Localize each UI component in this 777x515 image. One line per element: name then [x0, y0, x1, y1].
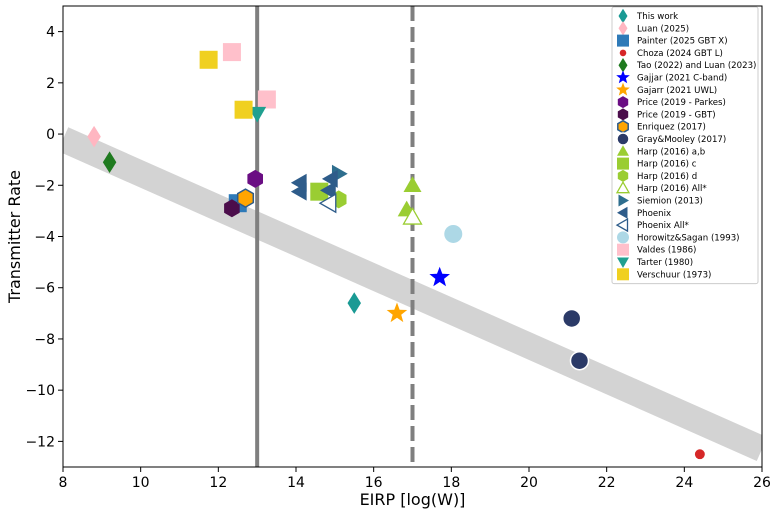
data-point-8-0 — [224, 199, 240, 218]
legend-label: Price (2019 - GBT) — [637, 110, 716, 120]
data-point-12-0 — [310, 182, 329, 201]
y-tick-label: −10 — [25, 383, 55, 399]
data-point-16-3 — [320, 181, 336, 200]
y-tick-label: 0 — [46, 127, 55, 143]
legend-label: Tarter (1980) — [636, 258, 693, 268]
x-tick-label: 18 — [442, 475, 460, 491]
legend-marker — [618, 194, 629, 207]
data-point-5-0 — [429, 266, 450, 287]
legend-marker — [617, 206, 628, 219]
legend-marker — [616, 82, 630, 96]
data-point-10-1 — [569, 350, 590, 371]
data-point-18-0 — [444, 224, 463, 243]
legend-label: Gajjar (2021 C-band) — [637, 74, 727, 84]
legend-label: Horowitz&Sagan (1993) — [637, 233, 740, 243]
data-point-4-0 — [102, 151, 117, 174]
legend-label: Harp (2016) All* — [637, 184, 707, 194]
data-point-1-0 — [87, 125, 101, 148]
legend-marker — [618, 21, 628, 36]
legend-label: Tao (2022) and Luan (2023) — [636, 61, 756, 71]
legend-marker — [617, 108, 629, 121]
legend-marker — [615, 180, 631, 194]
x-tick-label: 16 — [365, 475, 383, 491]
data-point-0-0 — [347, 292, 361, 314]
legend-marker — [616, 70, 630, 84]
legend-label: Phoenix All* — [637, 221, 689, 231]
y-tick-label: −12 — [25, 434, 55, 450]
legend-marker — [616, 132, 630, 146]
legend-marker — [617, 243, 629, 256]
data-point-7-0 — [247, 169, 263, 188]
legend-label: Choza (2024 GBT L) — [637, 49, 723, 59]
data-point-17-0 — [318, 193, 337, 214]
y-tick-label: 2 — [46, 76, 55, 92]
x-tick-label: 14 — [287, 475, 305, 491]
legend-label: Price (2019 - Parkes) — [637, 98, 726, 108]
x-tick-label: 26 — [753, 475, 771, 491]
legend-marker — [618, 58, 628, 73]
x-tick-label: 20 — [520, 475, 538, 491]
x-tick-label: 12 — [209, 475, 227, 491]
legend-label: Harp (2016) a,b — [637, 147, 705, 157]
legend-label: Phoenix — [637, 209, 671, 219]
legend-marker — [617, 157, 629, 170]
legend-box — [611, 6, 759, 285]
data-point-11-0 — [403, 176, 422, 193]
legend-label: This work — [636, 12, 678, 22]
trend-band — [63, 127, 762, 461]
legend-label: Gajarr (2021 UWL) — [637, 86, 717, 96]
legend-marker — [617, 257, 629, 268]
legend: This work Luan (2025) Painter (2025 GBT X)… — [611, 6, 759, 285]
legend-marker — [617, 231, 629, 244]
legend-marker — [617, 34, 629, 47]
y-axis-label: Transmitter Rate — [5, 170, 24, 304]
data-point-16-1 — [290, 182, 307, 201]
legend-marker — [617, 169, 629, 182]
plot-content — [63, 6, 762, 467]
x-tick-label: 22 — [598, 475, 616, 491]
y-tick-label: 4 — [46, 25, 55, 41]
legend-label: Harp (2016) d — [637, 172, 697, 182]
legend-marker — [617, 96, 629, 109]
legend-label: Valdes (1986) — [637, 246, 696, 256]
x-axis-label: EIRP [log(W)] — [360, 490, 466, 509]
legend-label: Enriquez (2017) — [637, 123, 706, 133]
legend-marker — [617, 145, 629, 156]
y-tick-label: −4 — [34, 230, 55, 246]
y-tick-label: −8 — [34, 332, 55, 348]
data-point-10-0 — [561, 308, 582, 329]
data-point-19-1 — [257, 90, 276, 109]
x-tick-label: 8 — [59, 475, 68, 491]
y-tick-label: −6 — [34, 281, 55, 297]
legend-marker — [618, 8, 628, 24]
legend-label: Gray&Mooley (2017) — [637, 135, 726, 145]
data-point-21-0 — [199, 50, 218, 69]
x-tick-label: 24 — [675, 475, 693, 491]
x-tick-label: 10 — [132, 475, 150, 491]
data-point-14-0 — [402, 206, 423, 225]
data-point-3-0 — [694, 449, 705, 460]
data-point-9-0 — [236, 188, 255, 208]
legend-marker — [619, 49, 627, 57]
plot-area — [63, 6, 762, 467]
legend-marker — [615, 217, 629, 233]
y-tick-label: −2 — [34, 178, 55, 194]
legend-label: Siemion (2013) — [637, 197, 703, 207]
data-point-19-0 — [222, 43, 241, 62]
legend-marker — [617, 268, 629, 281]
legend-label: Harp (2016) c — [637, 160, 697, 170]
data-points — [87, 43, 705, 460]
data-point-21-1 — [234, 100, 253, 119]
data-point-20-0 — [248, 106, 267, 123]
legend-label: Painter (2025 GBT X) — [637, 37, 728, 47]
data-point-6-0 — [386, 302, 408, 323]
legend-label: Verschuur (1973) — [637, 270, 711, 280]
legend-label: Luan (2025) — [637, 24, 689, 34]
legend-marker — [617, 119, 629, 134]
